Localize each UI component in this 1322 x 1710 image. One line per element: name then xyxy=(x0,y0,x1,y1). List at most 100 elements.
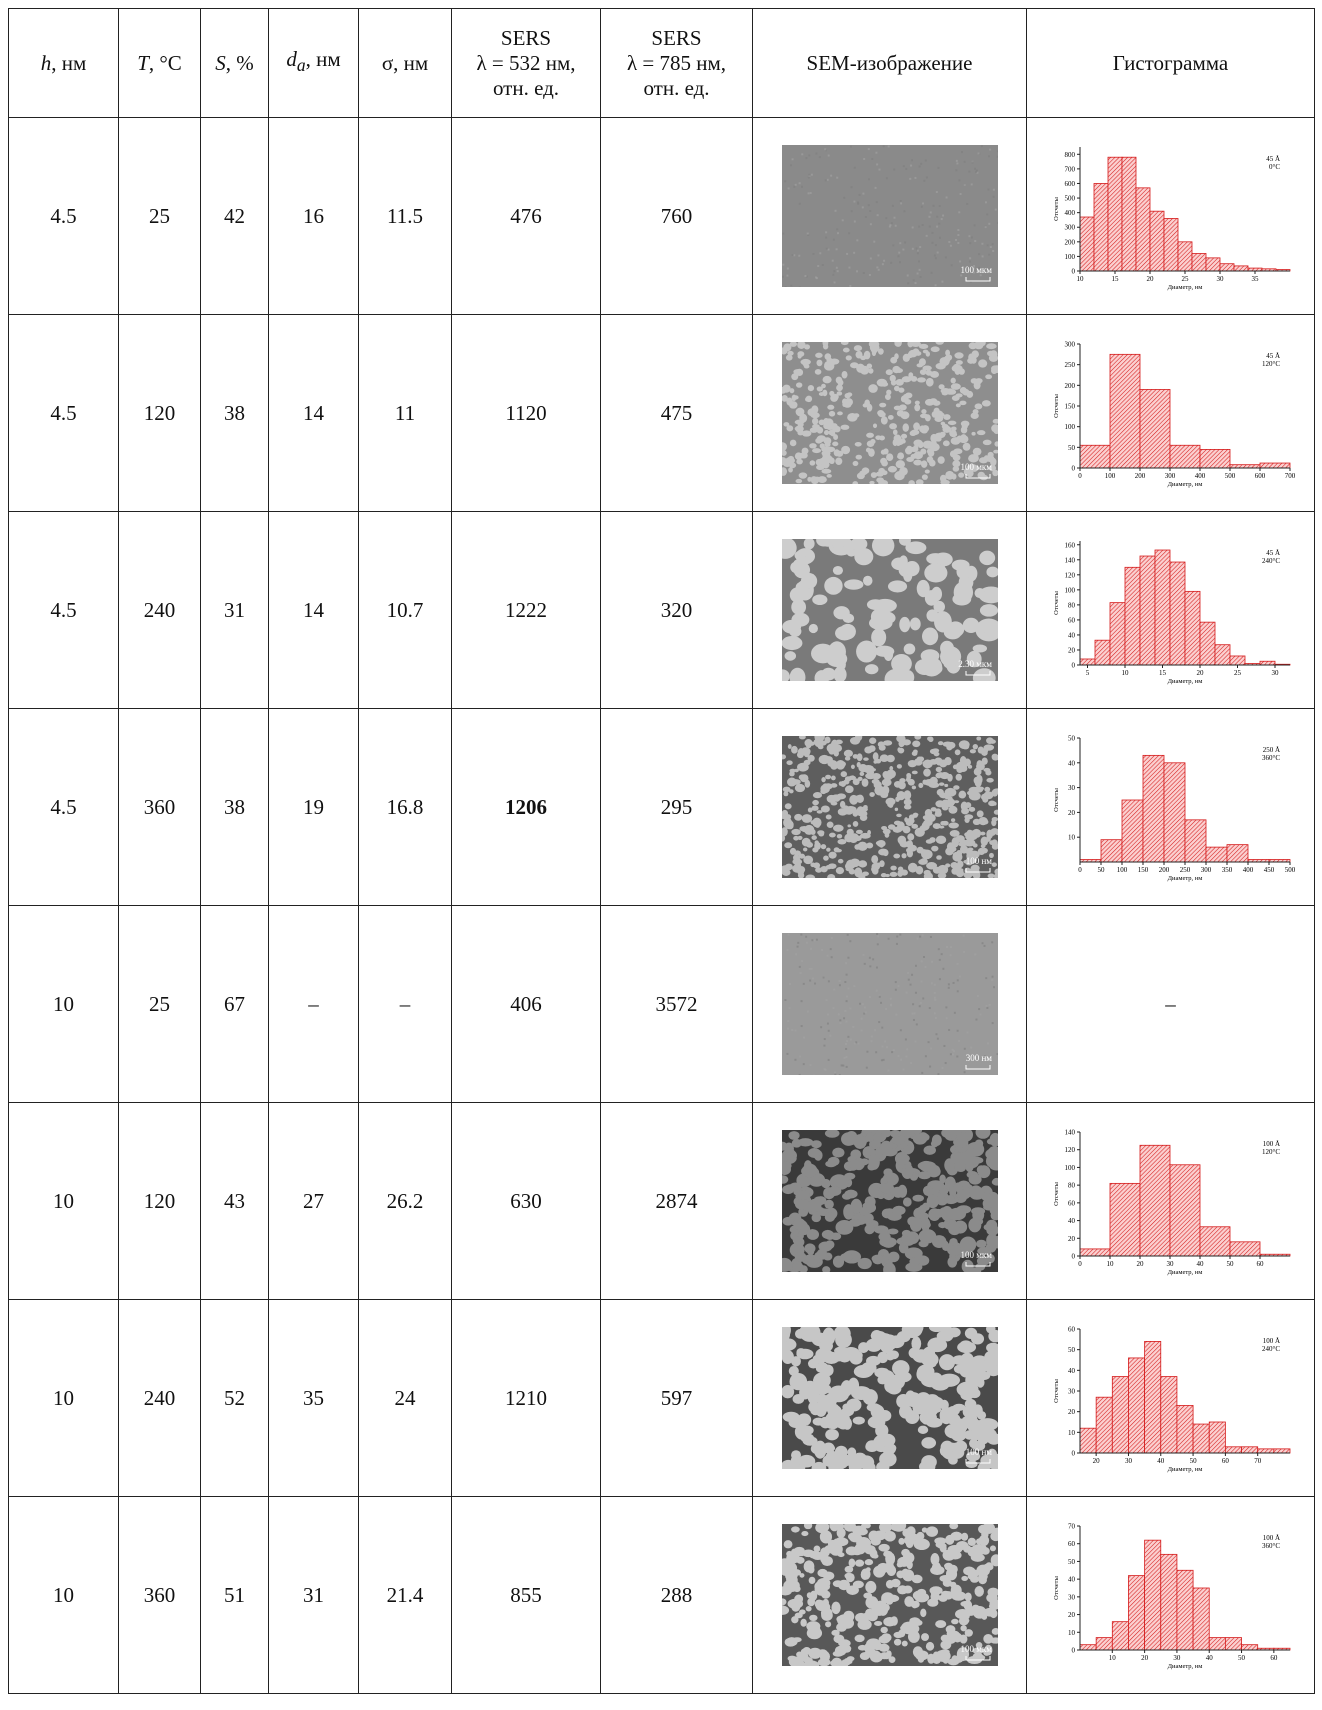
grain xyxy=(954,749,960,755)
noise xyxy=(978,1008,980,1010)
grain xyxy=(798,472,807,478)
noise xyxy=(811,939,813,941)
annotation: 360°C xyxy=(1262,1542,1280,1550)
grain xyxy=(837,839,846,844)
noise xyxy=(958,1040,960,1042)
noise xyxy=(970,236,972,238)
scale-label: 300 нм xyxy=(965,1053,992,1063)
y-tick-label: 50 xyxy=(1068,1346,1076,1354)
noise xyxy=(904,1038,906,1040)
noise xyxy=(958,211,960,213)
x-tick-label: 300 xyxy=(1164,472,1175,480)
noise xyxy=(991,1022,993,1024)
noise xyxy=(869,210,871,212)
grain xyxy=(812,448,821,453)
bar xyxy=(1110,1183,1140,1256)
noise xyxy=(933,997,935,999)
grain xyxy=(960,1601,971,1607)
grain xyxy=(932,823,940,829)
grain xyxy=(922,366,931,371)
noise xyxy=(928,216,930,218)
grain xyxy=(917,1426,927,1434)
noise xyxy=(937,948,939,950)
noise xyxy=(853,1043,855,1045)
grain xyxy=(930,1553,939,1565)
grain xyxy=(956,1132,969,1141)
noise xyxy=(786,268,788,270)
y-axis-label: Отсчеты xyxy=(1053,1576,1060,1600)
noise xyxy=(805,936,807,938)
grain xyxy=(934,416,943,422)
grain xyxy=(903,804,910,809)
grain xyxy=(902,394,908,401)
grain xyxy=(793,836,799,841)
grain xyxy=(961,436,966,441)
grain xyxy=(979,475,988,481)
scale-label: 100 мкм xyxy=(960,462,992,472)
annotation: 240°C xyxy=(1262,557,1280,565)
grain xyxy=(918,1171,931,1179)
cell: 21.4 xyxy=(359,1497,452,1694)
grain xyxy=(983,791,993,799)
grain xyxy=(792,1262,803,1272)
grain xyxy=(924,1222,931,1228)
noise xyxy=(897,985,899,987)
grain xyxy=(809,460,815,465)
noise xyxy=(924,159,926,161)
grain xyxy=(826,848,830,852)
noise xyxy=(903,210,905,212)
noise xyxy=(878,996,880,998)
grain xyxy=(793,850,800,856)
label: σ, нм xyxy=(382,51,428,75)
noise xyxy=(909,984,911,986)
grain xyxy=(907,833,914,840)
grain xyxy=(977,1165,990,1178)
grain xyxy=(893,854,900,859)
sem-cell: 100 нм xyxy=(753,709,1027,906)
noise xyxy=(909,178,911,180)
noise xyxy=(875,990,877,992)
grain xyxy=(887,1228,898,1234)
noise xyxy=(836,177,838,179)
bar xyxy=(1140,389,1170,468)
noise xyxy=(872,958,874,960)
grain xyxy=(856,641,877,663)
grain xyxy=(981,400,990,406)
y-tick-label: 60 xyxy=(1068,616,1076,624)
grain xyxy=(944,1158,954,1172)
grain xyxy=(930,439,936,447)
grain xyxy=(913,423,919,428)
x-tick-label: 35 xyxy=(1251,275,1259,283)
noise xyxy=(905,168,907,170)
header-cell: SERSλ = 532 нм,отн. ед. xyxy=(452,9,601,118)
noise xyxy=(938,959,940,961)
grain xyxy=(901,434,907,439)
y-tick-label: 500 xyxy=(1064,195,1075,203)
noise xyxy=(894,225,896,227)
grain xyxy=(957,860,963,867)
cell: 3572 xyxy=(601,906,753,1103)
noise xyxy=(911,974,913,976)
noise xyxy=(936,226,938,228)
grain xyxy=(965,1160,974,1172)
grain xyxy=(849,1534,862,1543)
grain xyxy=(925,1526,937,1536)
grain xyxy=(854,1635,864,1643)
grain xyxy=(828,852,836,859)
grain xyxy=(803,760,810,766)
noise xyxy=(813,940,815,942)
cell: 38 xyxy=(201,709,269,906)
cell: 120 xyxy=(119,315,201,512)
noise xyxy=(904,241,906,243)
noise xyxy=(838,980,840,982)
noise xyxy=(809,192,811,194)
grain xyxy=(952,1404,965,1411)
grain xyxy=(944,757,951,765)
noise xyxy=(933,984,935,986)
noise xyxy=(966,203,968,205)
grain xyxy=(788,467,793,472)
grain xyxy=(821,451,830,456)
grain xyxy=(907,863,917,873)
grain xyxy=(950,378,955,384)
grain xyxy=(885,1552,895,1565)
